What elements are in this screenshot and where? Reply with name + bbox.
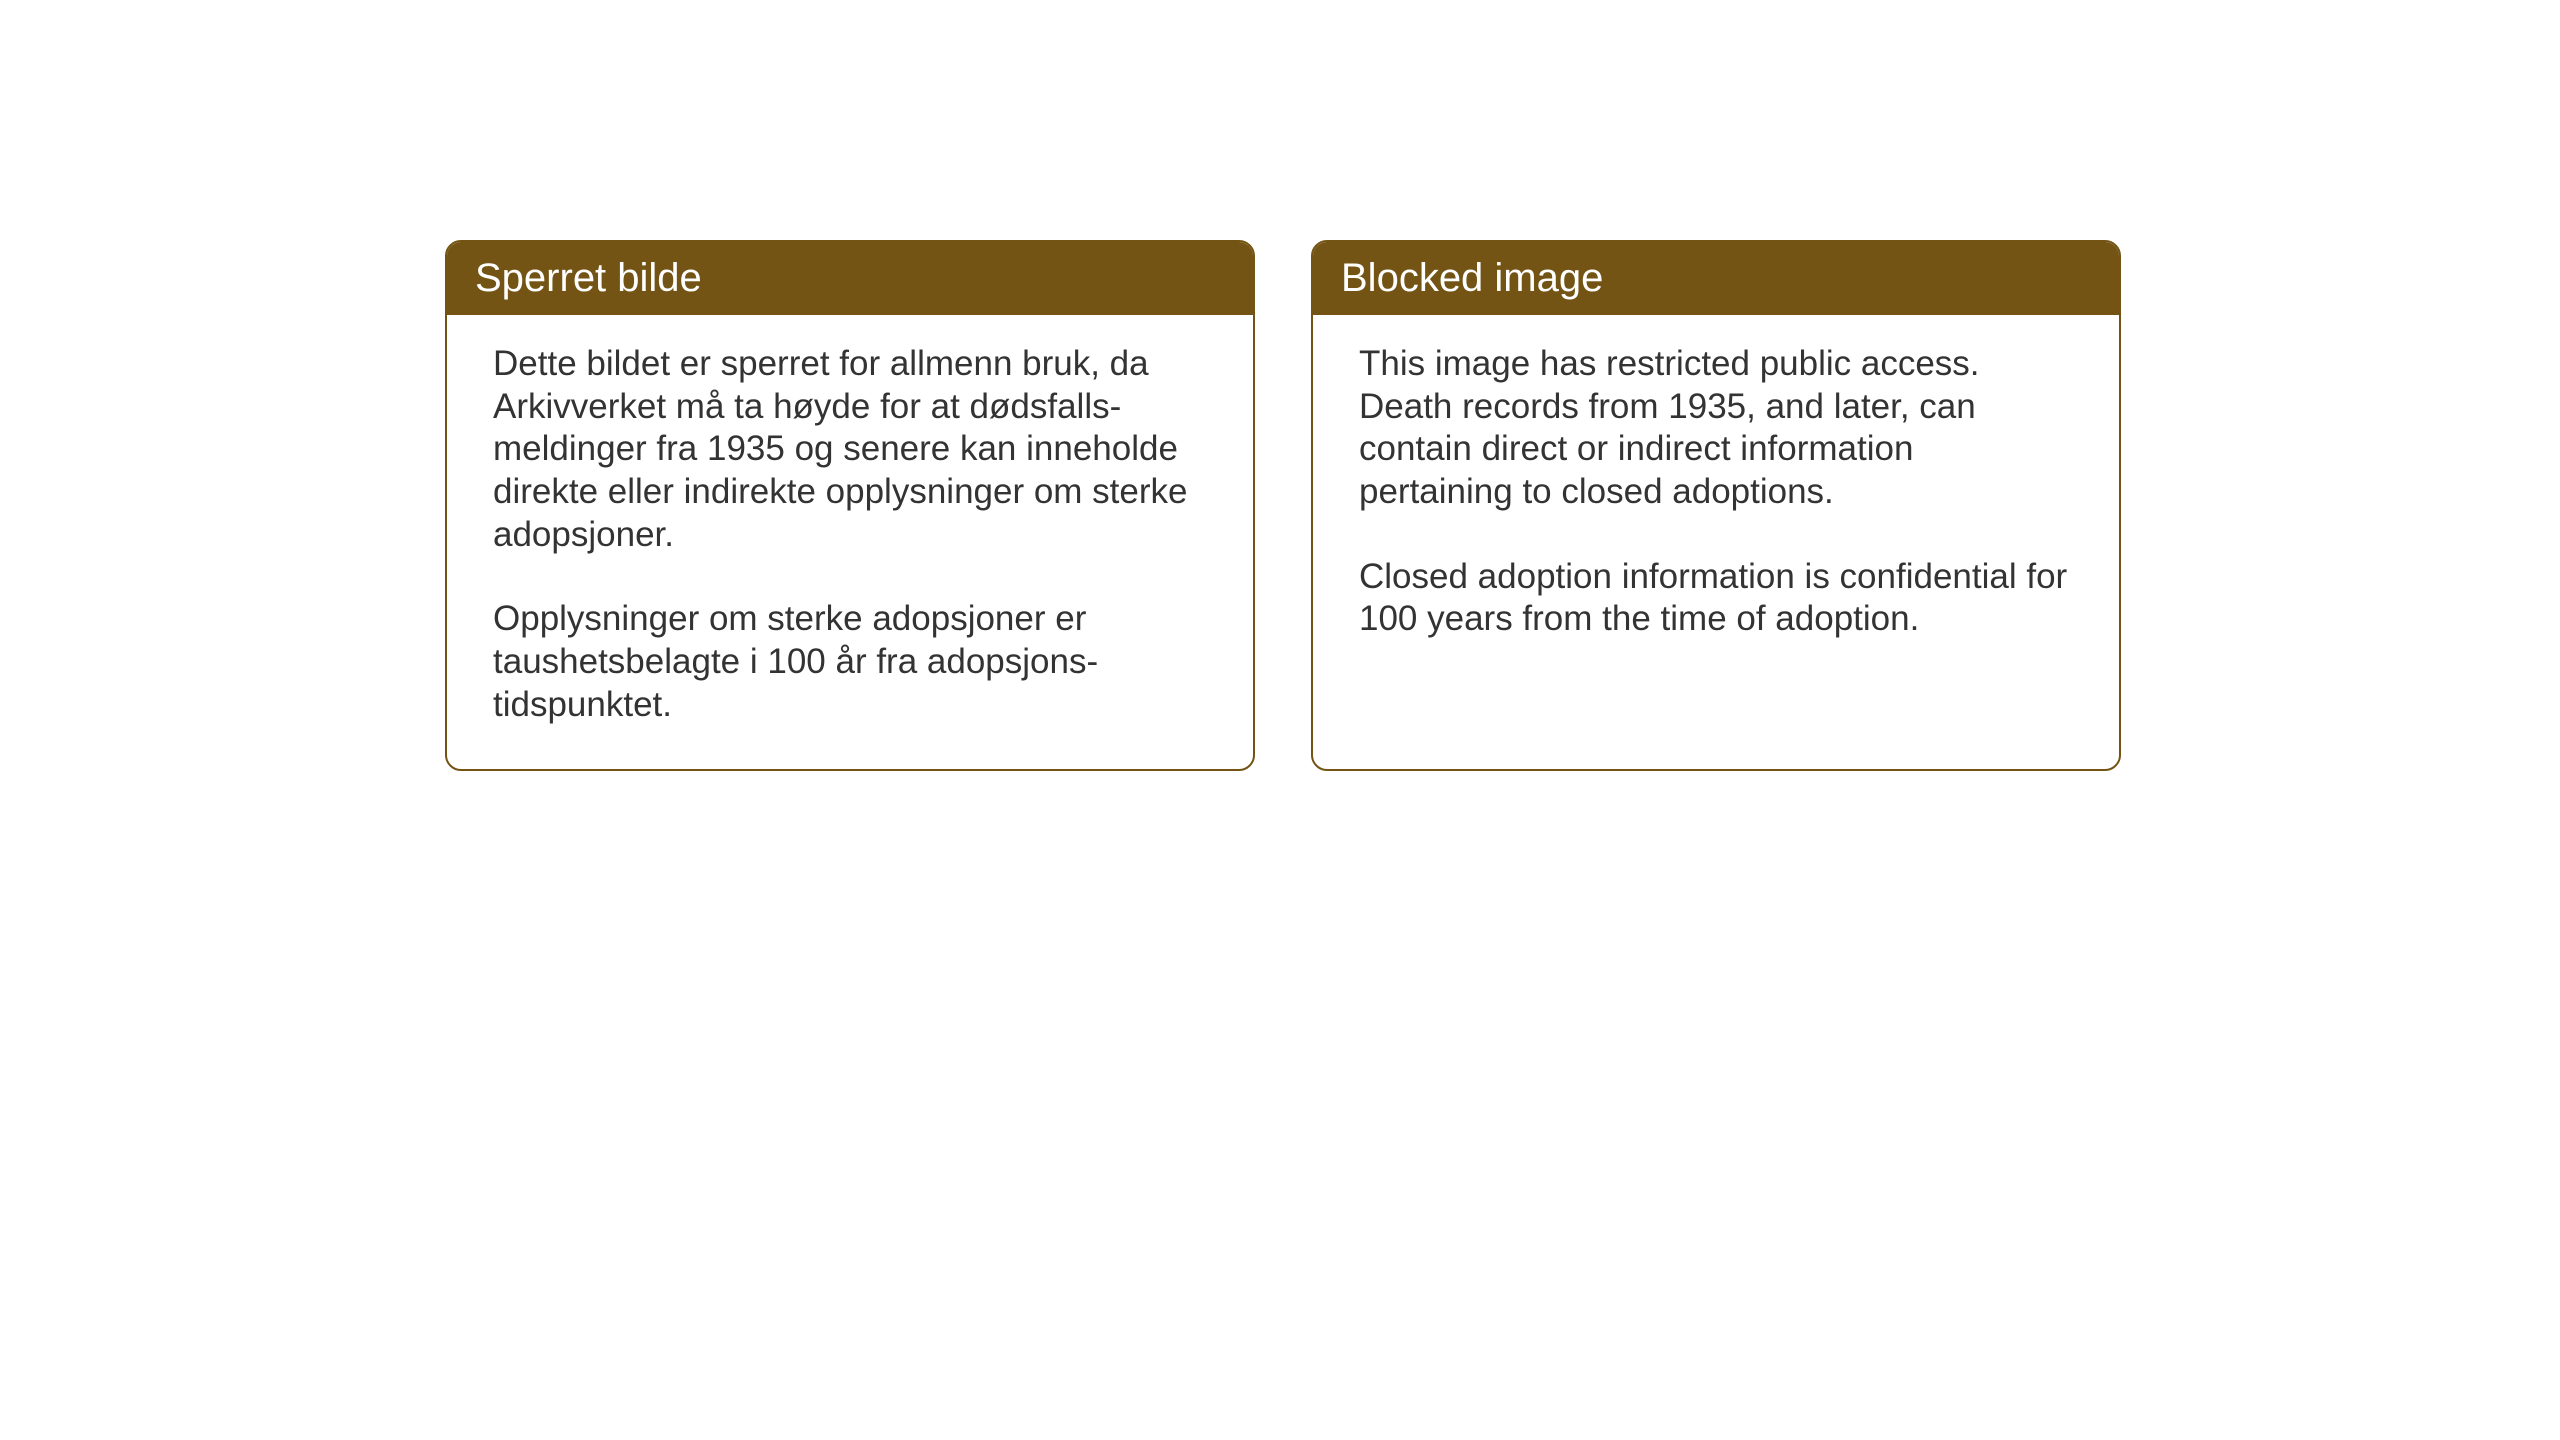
norwegian-card-title: Sperret bilde bbox=[447, 242, 1253, 315]
norwegian-card-body: Dette bildet er sperret for allmenn bruk… bbox=[447, 315, 1253, 769]
english-card-body: This image has restricted public access.… bbox=[1313, 315, 2119, 683]
cards-container: Sperret bilde Dette bildet er sperret fo… bbox=[445, 240, 2121, 771]
english-card-title: Blocked image bbox=[1313, 242, 2119, 315]
norwegian-paragraph-1: Dette bildet er sperret for allmenn bruk… bbox=[493, 343, 1207, 556]
norwegian-card: Sperret bilde Dette bildet er sperret fo… bbox=[445, 240, 1255, 771]
norwegian-paragraph-2: Opplysninger om sterke adopsjoner er tau… bbox=[493, 598, 1207, 726]
english-paragraph-1: This image has restricted public access.… bbox=[1359, 343, 2073, 514]
english-paragraph-2: Closed adoption information is confident… bbox=[1359, 556, 2073, 641]
english-card: Blocked image This image has restricted … bbox=[1311, 240, 2121, 771]
